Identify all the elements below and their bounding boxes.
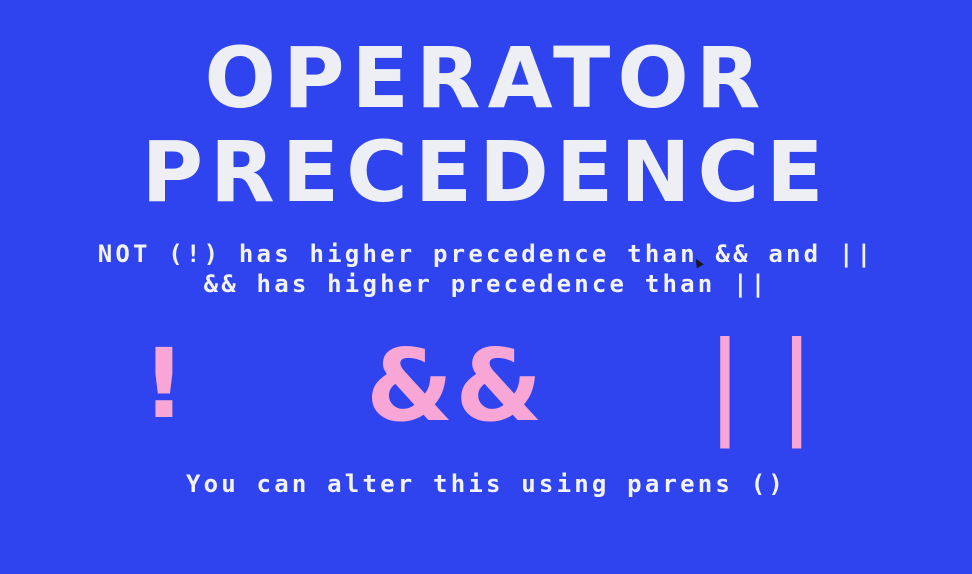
footer-note: You can alter this using parens ()	[185, 470, 787, 498]
rule-and-precedence: && has higher precedence than ||	[203, 270, 769, 298]
operator-not: !	[142, 328, 186, 440]
title-line-1: OPERATOR	[204, 29, 768, 127]
rule-not-precedence: NOT (!) has higher precedence than && an…	[97, 240, 875, 268]
operator-or: ||	[706, 319, 850, 449]
title-line-2: PRECEDENCE	[141, 123, 831, 221]
operator-and: &&	[366, 327, 545, 444]
